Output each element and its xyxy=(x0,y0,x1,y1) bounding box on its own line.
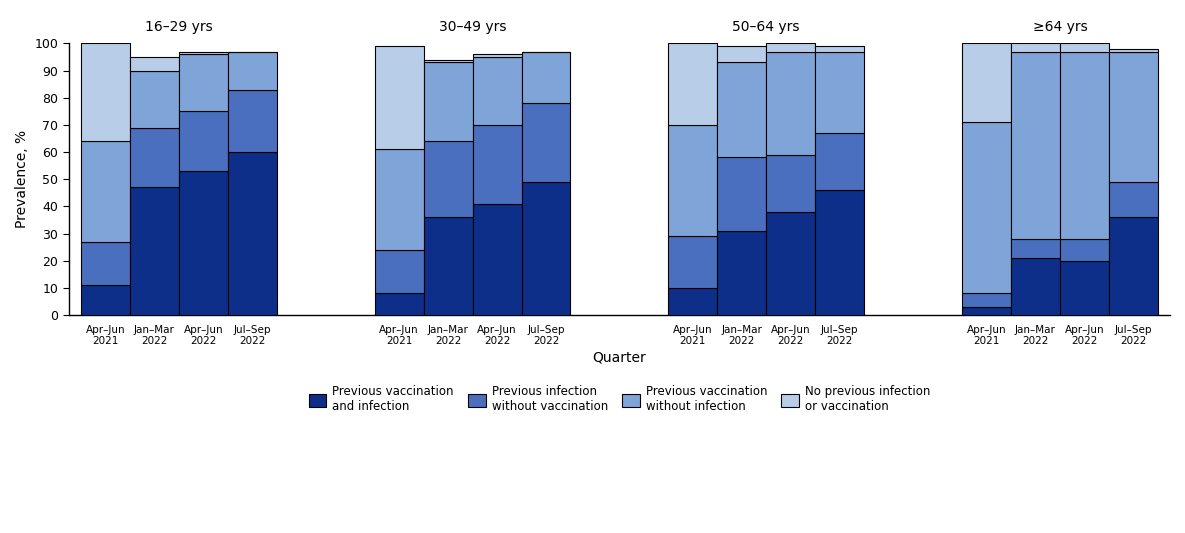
Bar xyxy=(962,122,1011,293)
Bar xyxy=(130,188,179,315)
Bar xyxy=(521,52,570,103)
Bar xyxy=(424,141,473,217)
Bar xyxy=(815,190,864,315)
Bar xyxy=(228,152,277,315)
Bar xyxy=(130,70,179,127)
Bar xyxy=(1059,261,1109,315)
Bar xyxy=(717,231,767,315)
Bar xyxy=(1011,258,1059,315)
Bar xyxy=(179,52,228,54)
Bar xyxy=(962,307,1011,315)
Bar xyxy=(1011,52,1059,239)
Bar xyxy=(962,293,1011,307)
Bar xyxy=(81,43,130,141)
Bar xyxy=(668,236,717,288)
Bar xyxy=(228,90,277,152)
Bar xyxy=(179,111,228,171)
Bar xyxy=(473,54,521,57)
Text: 50–64 yrs: 50–64 yrs xyxy=(732,20,800,34)
Bar xyxy=(815,52,864,133)
Bar xyxy=(130,57,179,70)
Bar xyxy=(374,149,424,250)
Bar xyxy=(424,60,473,62)
Bar xyxy=(1011,239,1059,258)
Bar xyxy=(521,103,570,182)
Bar xyxy=(81,141,130,241)
Bar xyxy=(81,241,130,285)
Bar xyxy=(767,155,815,212)
Bar xyxy=(473,125,521,204)
Bar xyxy=(668,43,717,125)
Bar xyxy=(717,157,767,231)
Bar xyxy=(424,217,473,315)
Bar xyxy=(1109,49,1158,52)
Bar xyxy=(815,133,864,190)
Bar xyxy=(1059,52,1109,239)
Bar xyxy=(179,54,228,111)
Bar xyxy=(668,288,717,315)
Bar xyxy=(374,46,424,149)
Bar xyxy=(130,127,179,188)
Bar xyxy=(767,212,815,315)
Bar xyxy=(717,62,767,157)
Bar xyxy=(1109,217,1158,315)
Bar xyxy=(1011,43,1059,52)
Bar xyxy=(1059,239,1109,261)
Bar xyxy=(81,285,130,315)
Bar xyxy=(374,250,424,293)
Bar xyxy=(179,171,228,315)
Bar xyxy=(424,62,473,141)
Text: 30–49 yrs: 30–49 yrs xyxy=(438,20,506,34)
Bar xyxy=(767,52,815,155)
Bar xyxy=(473,57,521,125)
Bar xyxy=(473,204,521,315)
Bar xyxy=(962,43,1011,122)
Y-axis label: Prevalence, %: Prevalence, % xyxy=(15,130,28,228)
Bar xyxy=(767,43,815,52)
Bar xyxy=(1109,52,1158,182)
Bar xyxy=(815,46,864,52)
Bar xyxy=(521,182,570,315)
Legend: Previous vaccination
and infection, Previous infection
without vaccination, Prev: Previous vaccination and infection, Prev… xyxy=(303,381,935,418)
X-axis label: Quarter: Quarter xyxy=(592,351,646,365)
Bar xyxy=(1059,43,1109,52)
Bar xyxy=(1109,182,1158,217)
Text: 16–29 yrs: 16–29 yrs xyxy=(145,20,213,34)
Bar xyxy=(374,293,424,315)
Text: ≥64 yrs: ≥64 yrs xyxy=(1032,20,1088,34)
Bar xyxy=(228,52,277,90)
Bar xyxy=(717,46,767,62)
Bar xyxy=(668,125,717,236)
